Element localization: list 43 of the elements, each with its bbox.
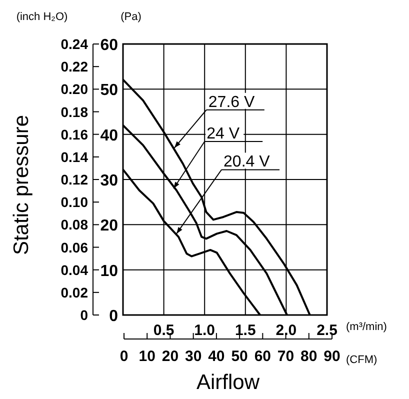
y2-tick-label: 0.02 — [60, 284, 88, 300]
y2-tick-label: 0.06 — [60, 239, 88, 256]
y-tick-label: 20 — [100, 218, 118, 235]
y2-tick-label: 0.10 — [60, 194, 88, 210]
annotation: 24 V — [206, 126, 240, 143]
y2-tick-label: 0.20 — [60, 81, 88, 98]
x-tick-label: 1.5 — [234, 322, 256, 339]
text: (m³/min) — [346, 321, 387, 333]
x2-tick-label: 50 — [231, 348, 248, 365]
y-tick-label: 0 — [109, 308, 118, 325]
x2-tick-label: 60 — [254, 348, 272, 365]
y-tick-label: 10 — [100, 262, 118, 280]
y2-tick-label: 0.08 — [60, 216, 88, 233]
x2-tick-label: 40 — [208, 348, 225, 365]
text: (inch H₂O) — [16, 11, 68, 23]
annotation: 20.4 V — [224, 154, 270, 171]
y-tick-label: 60 — [100, 37, 118, 54]
y2-tick-label: 0.16 — [60, 126, 88, 142]
y-tick-label: 50 — [100, 82, 118, 100]
text: (CFM) — [346, 354, 378, 366]
text: (Pa) — [120, 11, 142, 23]
y2-tick-label: 0.12 — [60, 172, 88, 188]
y2-tick-label: 0 — [80, 307, 88, 323]
x-tick-label: 2.0 — [276, 322, 297, 339]
x-axis-title: Airflow — [196, 371, 260, 394]
y-tick-label: 30 — [100, 172, 118, 190]
annotation: 27.6 V — [208, 94, 255, 111]
y2-axis-title: Static pressure — [10, 114, 33, 256]
y2-tick-label: 0.14 — [60, 148, 88, 165]
y-tick-label: 40 — [100, 127, 118, 144]
x-tick-label: 2.5 — [316, 322, 338, 339]
x2-tick-label: 20 — [162, 348, 179, 365]
y2-tick-label: 0.22 — [60, 58, 88, 75]
x-tick-label: 0.5 — [153, 322, 174, 339]
x2-tick-label: 10 — [138, 348, 156, 365]
x-tick-label: 1.0 — [194, 322, 216, 339]
y2-tick-label: 0.18 — [60, 104, 88, 120]
y2-tick-label: 0.04 — [60, 262, 88, 278]
x2-tick-label: 80 — [300, 348, 318, 365]
x2-tick-label: 70 — [277, 348, 294, 365]
x2-tick-label: 30 — [184, 348, 202, 365]
y2-tick-label: 0.24 — [60, 36, 88, 52]
x2-tick-label: 90 — [324, 348, 340, 365]
